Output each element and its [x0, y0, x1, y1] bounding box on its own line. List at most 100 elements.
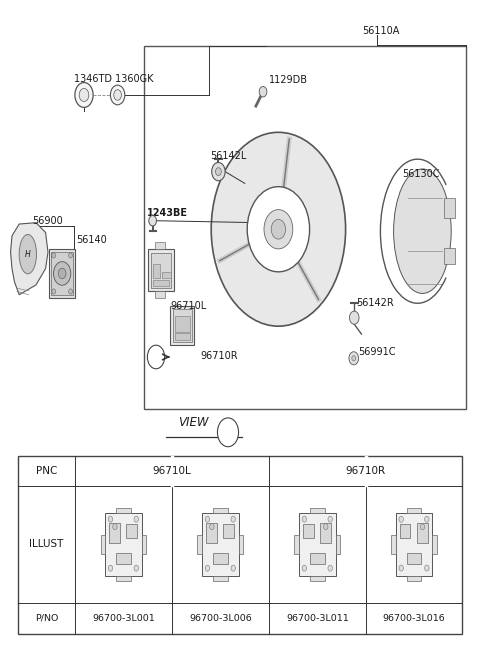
Circle shape — [149, 215, 156, 226]
Circle shape — [328, 516, 332, 522]
Bar — [310, 508, 324, 513]
Circle shape — [110, 85, 125, 105]
Text: 56110A: 56110A — [362, 26, 400, 37]
Circle shape — [205, 516, 210, 522]
Circle shape — [108, 516, 113, 522]
Circle shape — [399, 565, 403, 571]
Bar — [206, 523, 217, 543]
Circle shape — [216, 168, 221, 176]
Circle shape — [134, 565, 138, 571]
Circle shape — [113, 524, 117, 530]
Text: 96710L: 96710L — [153, 466, 191, 476]
Bar — [299, 513, 336, 576]
Ellipse shape — [394, 169, 451, 293]
Bar — [396, 513, 432, 576]
Bar — [155, 291, 165, 298]
Bar — [213, 576, 228, 581]
Text: PNC: PNC — [36, 466, 57, 476]
Circle shape — [210, 524, 214, 530]
Circle shape — [352, 356, 356, 361]
Circle shape — [259, 86, 267, 97]
Text: H: H — [25, 250, 31, 259]
Bar — [116, 576, 131, 581]
Bar — [417, 523, 428, 543]
Text: 96700-3L011: 96700-3L011 — [286, 614, 348, 623]
Text: 56130C: 56130C — [402, 168, 440, 179]
Bar — [197, 535, 202, 553]
Bar — [153, 280, 169, 286]
Bar — [51, 252, 73, 295]
Bar — [116, 508, 131, 513]
Text: ILLUST: ILLUST — [29, 539, 64, 550]
Bar — [391, 535, 396, 553]
Circle shape — [271, 219, 286, 239]
Bar — [294, 535, 299, 553]
Circle shape — [114, 90, 121, 100]
Text: 96700-3L016: 96700-3L016 — [383, 614, 445, 623]
Circle shape — [69, 289, 72, 294]
Circle shape — [52, 253, 56, 258]
Circle shape — [399, 516, 403, 522]
Bar — [310, 553, 324, 565]
Text: 56142L: 56142L — [210, 151, 247, 161]
Circle shape — [54, 261, 71, 286]
Bar — [170, 306, 194, 345]
Bar — [116, 553, 131, 565]
Bar — [100, 535, 105, 553]
Text: 56140: 56140 — [76, 234, 107, 245]
Bar — [310, 576, 324, 581]
Circle shape — [52, 289, 56, 294]
Circle shape — [420, 524, 425, 530]
Bar — [148, 249, 174, 291]
Bar — [303, 524, 313, 538]
Bar — [223, 524, 234, 538]
Circle shape — [59, 268, 66, 279]
Bar — [49, 249, 75, 298]
Circle shape — [75, 83, 93, 107]
Text: VIEW: VIEW — [178, 416, 209, 429]
Circle shape — [231, 565, 235, 571]
Bar — [144, 46, 466, 409]
Bar — [407, 553, 421, 565]
Circle shape — [349, 352, 359, 365]
Text: 96710R: 96710R — [201, 350, 238, 361]
Bar — [175, 316, 190, 332]
Text: A: A — [225, 427, 231, 438]
Bar — [18, 456, 462, 634]
Text: 56991C: 56991C — [359, 347, 396, 358]
Bar — [153, 264, 160, 278]
Text: 96700-3L006: 96700-3L006 — [189, 614, 252, 623]
Bar — [162, 272, 171, 278]
Circle shape — [217, 418, 239, 447]
Circle shape — [212, 162, 225, 181]
Circle shape — [108, 565, 113, 571]
Text: 1346TD 1360GK: 1346TD 1360GK — [74, 73, 154, 84]
Bar — [175, 333, 190, 340]
Text: 96710L: 96710L — [170, 301, 207, 311]
Bar — [155, 242, 165, 249]
Circle shape — [264, 210, 293, 249]
Circle shape — [425, 565, 429, 571]
Circle shape — [231, 516, 235, 522]
Circle shape — [349, 311, 359, 324]
Circle shape — [79, 88, 89, 102]
Circle shape — [69, 253, 72, 258]
Polygon shape — [11, 223, 48, 295]
Circle shape — [302, 565, 307, 571]
Text: 56900: 56900 — [33, 216, 63, 227]
Circle shape — [134, 516, 138, 522]
Bar — [126, 524, 137, 538]
Bar — [109, 523, 120, 543]
Circle shape — [205, 565, 210, 571]
Circle shape — [302, 516, 307, 522]
Bar — [151, 253, 171, 288]
Text: 96710R: 96710R — [346, 466, 385, 476]
Text: 1243BE: 1243BE — [147, 208, 188, 218]
Circle shape — [328, 565, 332, 571]
Bar — [213, 508, 228, 513]
Text: 1129DB: 1129DB — [269, 75, 308, 85]
Ellipse shape — [211, 132, 346, 326]
Bar — [142, 535, 146, 553]
Bar — [336, 535, 340, 553]
Circle shape — [324, 524, 328, 530]
